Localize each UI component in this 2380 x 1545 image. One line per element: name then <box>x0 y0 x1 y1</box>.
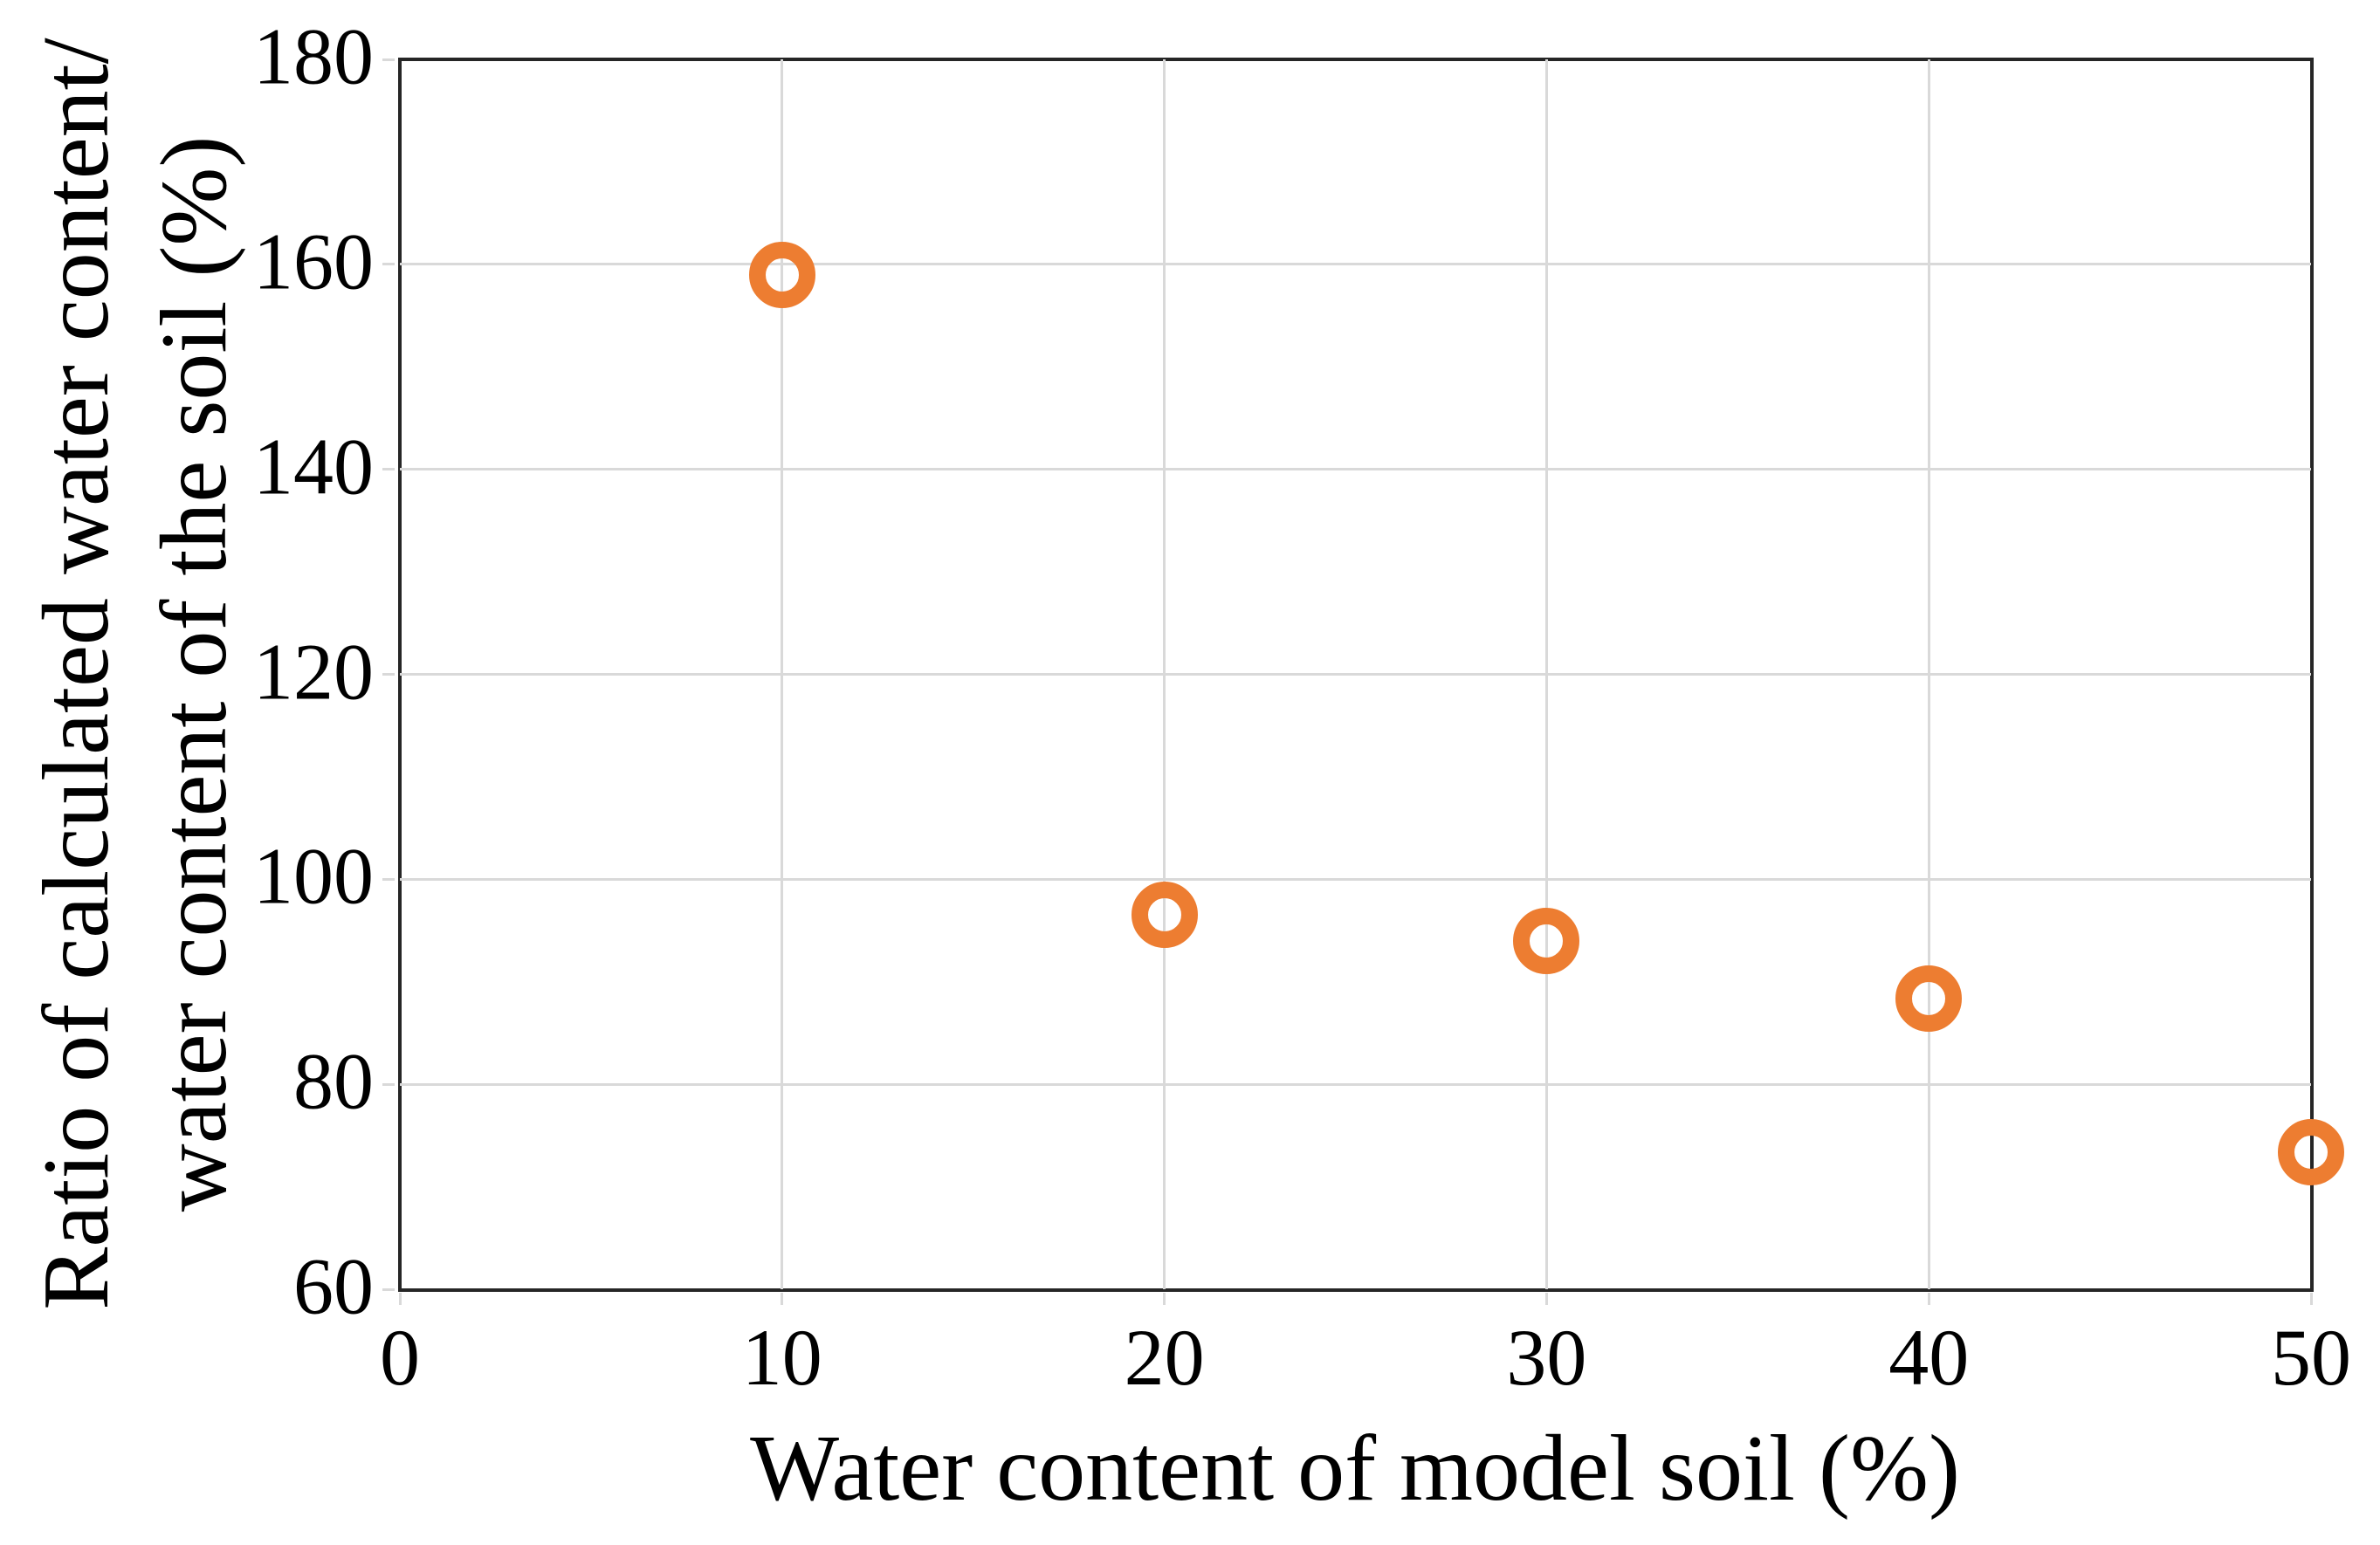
y-gridline <box>400 263 2311 266</box>
data-point-marker <box>1513 907 1580 974</box>
x-tick-label: 20 <box>1124 1313 1205 1402</box>
y-tick-mark <box>382 877 395 881</box>
y-tick-label: 160 <box>253 216 374 306</box>
x-tick-mark <box>781 1293 784 1305</box>
y-tick-mark <box>382 58 395 61</box>
x-tick-mark <box>2309 1293 2313 1305</box>
x-gridline <box>1544 59 1548 1289</box>
x-tick-label: 50 <box>2271 1313 2351 1402</box>
x-tick-mark <box>1163 1293 1166 1305</box>
x-gridline <box>1927 59 1930 1289</box>
y-tick-mark <box>382 468 395 471</box>
x-tick-label: 30 <box>1506 1313 1587 1402</box>
x-axis-title: Water content of model soil (%) <box>750 1417 1960 1521</box>
x-gridline <box>781 59 784 1289</box>
y-tick-label: 180 <box>253 11 374 101</box>
y-gridline <box>400 468 2311 471</box>
y-tick-label: 140 <box>253 421 374 511</box>
data-point-marker <box>2278 1118 2344 1185</box>
x-tick-mark <box>398 1293 402 1305</box>
y-tick-mark <box>382 1082 395 1086</box>
y-tick-label: 120 <box>253 626 374 716</box>
y-tick-label: 100 <box>253 831 374 921</box>
y-gridline <box>400 877 2311 881</box>
y-tick-label: 60 <box>293 1241 374 1331</box>
data-point-marker <box>1131 882 1198 949</box>
x-gridline <box>1163 59 1166 1289</box>
y-gridline <box>400 673 2311 676</box>
x-tick-label: 40 <box>1888 1313 1970 1402</box>
y-tick-mark <box>382 1288 395 1291</box>
x-tick-mark <box>1544 1293 1548 1305</box>
y-tick-label: 80 <box>293 1036 374 1126</box>
x-tick-label: 10 <box>741 1313 822 1402</box>
y-gridline <box>400 1082 2311 1086</box>
data-point-marker <box>748 241 815 308</box>
y-tick-mark <box>382 673 395 676</box>
data-point-marker <box>1895 965 1963 1032</box>
y-tick-mark <box>382 263 395 266</box>
x-tick-label: 0 <box>380 1313 420 1402</box>
x-tick-mark <box>1927 1293 1930 1305</box>
